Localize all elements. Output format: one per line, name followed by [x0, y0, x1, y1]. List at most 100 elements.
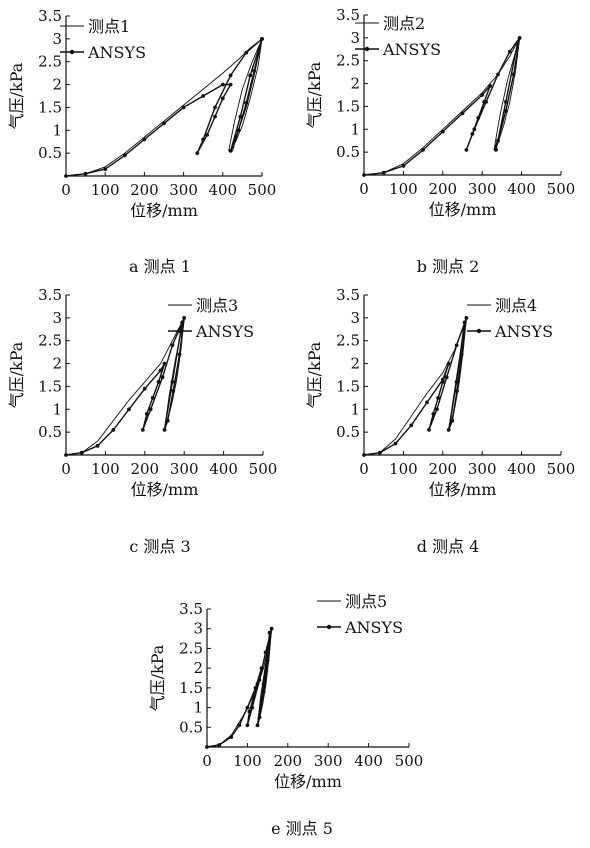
data-point — [460, 111, 465, 116]
data-point — [205, 745, 209, 749]
data-point — [201, 94, 206, 98]
data-point — [250, 705, 255, 710]
panel-caption: d 测点 4 — [417, 537, 480, 556]
x-tick-label: 100 — [91, 181, 120, 199]
x-tick-label: 400 — [354, 752, 383, 770]
y-tick-label: 2.5 — [336, 332, 360, 350]
legend-label: 测点1 — [88, 17, 130, 36]
data-point — [476, 116, 481, 120]
y-axis-title: 气压/kPa — [7, 62, 26, 129]
x-tick-label: 100 — [91, 460, 120, 478]
data-point — [148, 407, 153, 412]
data-point — [436, 396, 440, 400]
data-point — [257, 715, 262, 720]
data-point — [421, 148, 425, 152]
panel-caption: e 测点 5 — [271, 819, 333, 838]
data-point — [160, 375, 165, 380]
legend-label: ANSYS — [382, 40, 441, 59]
y-tick-label: 3 — [193, 620, 203, 638]
data-point — [263, 650, 268, 655]
x-tick-label: 500 — [547, 180, 576, 198]
x-tick-label: 300 — [468, 180, 497, 198]
data-point — [170, 380, 175, 384]
data-point — [228, 82, 233, 87]
y-tick-label: 2.5 — [336, 52, 360, 70]
y-tick-label: 0.5 — [38, 144, 62, 162]
data-point — [257, 678, 262, 682]
series-line-ansys — [65, 317, 185, 456]
chart-panel-3: 0 100 200 300 400 500 0.5 1 1.5 2 2.5 3 3.5 位移/mm 气压/k… — [7, 286, 277, 556]
legend-marker — [69, 49, 75, 55]
data-point — [64, 174, 68, 178]
panel-caption: a 测点 1 — [129, 257, 191, 276]
data-point — [261, 682, 266, 686]
y-tick-label: 1.5 — [179, 679, 203, 697]
data-point — [464, 148, 469, 152]
data-point — [431, 412, 436, 416]
x-tick-label: 100 — [389, 460, 418, 478]
data-point — [440, 380, 445, 384]
legend-label: ANSYS — [195, 322, 254, 341]
legend-marker — [476, 328, 482, 334]
data-point — [83, 171, 88, 176]
data-point — [480, 93, 485, 97]
legend-label: 测点4 — [495, 296, 537, 315]
data-point — [462, 320, 467, 325]
y-tick-label: 1.5 — [336, 377, 360, 395]
data-point — [454, 380, 459, 384]
data-point — [162, 121, 166, 126]
series-line-ansys — [65, 38, 263, 177]
data-point — [435, 407, 439, 412]
legend-label: ANSYS — [494, 322, 553, 341]
data-point — [444, 375, 449, 380]
x-tick-label: 400 — [507, 460, 536, 478]
data-point — [103, 167, 108, 172]
data-point — [267, 630, 272, 635]
data-point — [459, 352, 464, 357]
legend-label: ANSYS — [344, 618, 403, 637]
y-tick-label: 2 — [52, 355, 62, 373]
data-point — [217, 743, 222, 747]
chart-panel-5: 0 100 200 300 400 500 0.51 1.5 2 2.53 3.5 位移/mm 气压/k… — [148, 592, 423, 838]
data-point — [244, 50, 249, 55]
data-point — [409, 423, 414, 428]
x-tick-label: 0 — [202, 752, 212, 770]
data-point — [111, 428, 116, 432]
data-point — [515, 40, 520, 45]
data-point — [245, 705, 250, 710]
data-point — [260, 37, 264, 41]
data-point — [470, 132, 475, 136]
data-point — [181, 105, 186, 110]
y-tick-label: 1.5 — [38, 377, 62, 395]
data-point — [440, 129, 445, 134]
x-tick-label: 500 — [395, 752, 424, 770]
data-point — [182, 316, 187, 320]
y-axis-title: 气压/kPa — [305, 61, 324, 128]
x-tick-label: 500 — [547, 460, 576, 478]
x-tick-label: 200 — [428, 180, 457, 198]
y-tick-label: 1 — [52, 121, 62, 139]
data-point — [95, 444, 100, 448]
y-tick-label: 0.5 — [336, 423, 360, 441]
series-line-measured — [65, 317, 185, 456]
data-point — [162, 361, 167, 366]
data-point — [220, 96, 225, 101]
chart-panel-4: 0 100 200 300 400 500 0.5 1 1.5 2 2.5 3 3.5 位移/mm 气压/k… — [305, 286, 575, 556]
data-point — [228, 73, 233, 78]
y-tick-label: 3.5 — [336, 286, 360, 304]
y-tick-label: 3.5 — [38, 7, 62, 25]
data-point — [425, 400, 429, 405]
data-point — [381, 170, 386, 175]
x-tick-label: 400 — [208, 181, 237, 199]
y-tick-label: 3 — [350, 309, 360, 327]
y-tick-label: 1 — [52, 400, 62, 418]
x-axis-title: 位移/mm — [429, 200, 497, 219]
data-point — [201, 137, 206, 142]
data-point — [446, 361, 451, 366]
y-tick-label: 0.5 — [179, 718, 203, 736]
data-point — [472, 127, 477, 132]
panel-caption: b 测点 2 — [417, 257, 480, 276]
data-point — [205, 133, 210, 137]
data-point — [484, 100, 488, 104]
